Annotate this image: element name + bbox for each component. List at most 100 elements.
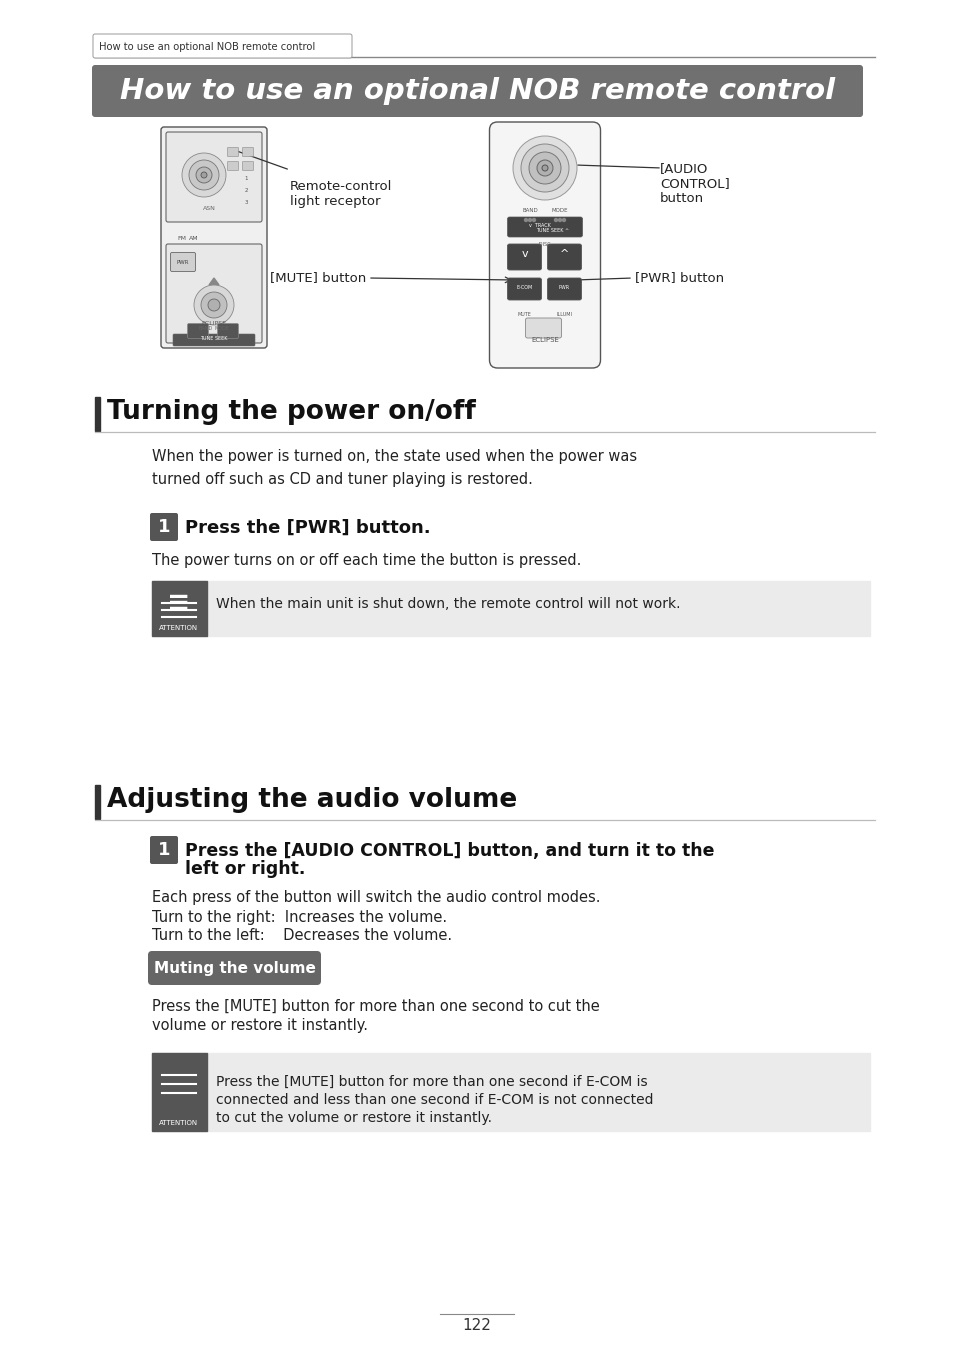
Text: When the power is turned on, the state used when the power was
turned off such a: When the power is turned on, the state u…: [152, 449, 637, 486]
Text: Remote-control
light receptor: Remote-control light receptor: [290, 180, 392, 209]
Text: 122: 122: [462, 1318, 491, 1333]
Circle shape: [201, 172, 207, 178]
Text: How to use an optional NOB remote control: How to use an optional NOB remote contro…: [120, 77, 835, 104]
Bar: [95, 397, 100, 431]
Text: The power turns on or off each time the button is pressed.: The power turns on or off each time the …: [152, 553, 580, 568]
FancyBboxPatch shape: [148, 951, 320, 985]
Circle shape: [182, 153, 226, 196]
Circle shape: [201, 291, 227, 318]
Circle shape: [524, 218, 527, 221]
Text: MUTE: MUTE: [517, 312, 531, 317]
FancyBboxPatch shape: [188, 324, 209, 339]
Text: E-COM: E-COM: [516, 285, 532, 290]
FancyBboxPatch shape: [227, 148, 238, 156]
Text: Press the [PWR] button.: Press the [PWR] button.: [185, 519, 430, 537]
Circle shape: [532, 218, 535, 221]
Text: Adjusting the audio volume: Adjusting the audio volume: [107, 787, 517, 813]
Text: PWR: PWR: [558, 285, 570, 290]
Circle shape: [541, 165, 547, 171]
Text: FM: FM: [177, 236, 186, 240]
FancyBboxPatch shape: [525, 318, 561, 337]
Circle shape: [513, 136, 577, 201]
FancyBboxPatch shape: [166, 131, 262, 222]
Bar: [152, 1053, 207, 1131]
Text: connected and less than one second if E-COM is not connected: connected and less than one second if E-…: [215, 1093, 653, 1107]
FancyBboxPatch shape: [507, 278, 541, 299]
Circle shape: [562, 218, 565, 221]
FancyBboxPatch shape: [547, 278, 581, 299]
Text: ^: ^: [559, 249, 569, 259]
Bar: [95, 785, 100, 818]
Text: When the main unit is shut down, the remote control will not work.: When the main unit is shut down, the rem…: [215, 598, 679, 611]
FancyBboxPatch shape: [166, 244, 262, 343]
Text: to cut the volume or restore it instantly.: to cut the volume or restore it instantl…: [215, 1111, 492, 1125]
Text: BAND: BAND: [521, 209, 537, 213]
FancyBboxPatch shape: [242, 148, 253, 156]
FancyBboxPatch shape: [161, 127, 267, 348]
FancyBboxPatch shape: [227, 161, 238, 171]
Text: volume or restore it instantly.: volume or restore it instantly.: [152, 1018, 368, 1033]
FancyBboxPatch shape: [547, 244, 581, 270]
FancyBboxPatch shape: [507, 217, 582, 237]
FancyBboxPatch shape: [150, 514, 178, 541]
Circle shape: [554, 218, 557, 221]
Circle shape: [520, 144, 568, 192]
Text: ECLIPSE: ECLIPSE: [531, 337, 558, 343]
FancyBboxPatch shape: [150, 836, 178, 864]
Text: How to use an optional NOB remote control: How to use an optional NOB remote contro…: [99, 42, 314, 51]
Polygon shape: [209, 278, 219, 285]
Text: Press the [MUTE] button for more than one second if E-COM is: Press the [MUTE] button for more than on…: [215, 1075, 647, 1089]
Text: PWR: PWR: [176, 260, 189, 264]
Circle shape: [529, 152, 560, 184]
Text: 1: 1: [157, 841, 170, 859]
Text: Turn to the left:    Decreases the volume.: Turn to the left: Decreases the volume.: [152, 928, 452, 943]
Text: Muting the volume: Muting the volume: [153, 961, 315, 976]
Circle shape: [537, 160, 553, 176]
FancyBboxPatch shape: [507, 244, 541, 270]
Bar: [152, 581, 869, 635]
Text: Each press of the button will switch the audio control modes.: Each press of the button will switch the…: [152, 890, 599, 905]
Text: v: v: [520, 249, 527, 259]
Text: AM: AM: [189, 236, 198, 240]
Text: MODE: MODE: [214, 327, 230, 331]
Text: 1: 1: [244, 176, 248, 180]
Text: 2: 2: [244, 187, 248, 192]
Text: Press the [AUDIO CONTROL] button, and turn it to the: Press the [AUDIO CONTROL] button, and tu…: [185, 841, 714, 860]
FancyBboxPatch shape: [242, 161, 253, 171]
Text: Turn to the right:  Increases the volume.: Turn to the right: Increases the volume.: [152, 911, 447, 925]
FancyBboxPatch shape: [171, 252, 195, 271]
Circle shape: [195, 167, 212, 183]
Text: [AUDIO
CONTROL]
button: [AUDIO CONTROL] button: [659, 163, 729, 205]
Text: [PWR] button: [PWR] button: [635, 271, 723, 285]
Text: TUNE SEEK ^: TUNE SEEK ^: [536, 228, 569, 233]
FancyBboxPatch shape: [92, 34, 352, 58]
Text: 1: 1: [157, 518, 170, 537]
FancyBboxPatch shape: [489, 122, 599, 369]
Circle shape: [193, 285, 233, 325]
Text: ASN: ASN: [202, 206, 215, 210]
Text: ≡: ≡: [167, 589, 191, 618]
Text: left or right.: left or right.: [185, 860, 305, 878]
Text: BAND: BAND: [198, 327, 213, 331]
Text: ATTENTION: ATTENTION: [159, 1121, 198, 1126]
Circle shape: [558, 218, 561, 221]
Text: ECLIPSE: ECLIPSE: [201, 321, 226, 327]
Text: -DISC-: -DISC-: [537, 243, 552, 247]
Text: v  TRACK: v TRACK: [529, 224, 551, 228]
Text: [MUTE] button: [MUTE] button: [270, 271, 366, 285]
Circle shape: [208, 299, 220, 312]
Text: 3: 3: [244, 199, 248, 205]
FancyBboxPatch shape: [91, 65, 862, 117]
Text: MODE: MODE: [551, 209, 568, 213]
Text: Turning the power on/off: Turning the power on/off: [107, 398, 476, 425]
FancyBboxPatch shape: [172, 333, 254, 346]
Circle shape: [528, 218, 531, 221]
FancyBboxPatch shape: [217, 324, 238, 339]
Text: ILLUMI: ILLUMI: [556, 312, 572, 317]
Bar: [152, 1053, 869, 1131]
Bar: [152, 581, 207, 635]
Text: Press the [MUTE] button for more than one second to cut the: Press the [MUTE] button for more than on…: [152, 999, 599, 1014]
Text: ATTENTION: ATTENTION: [159, 625, 198, 631]
Circle shape: [189, 160, 219, 190]
Text: TUNE SEEK: TUNE SEEK: [200, 336, 228, 341]
